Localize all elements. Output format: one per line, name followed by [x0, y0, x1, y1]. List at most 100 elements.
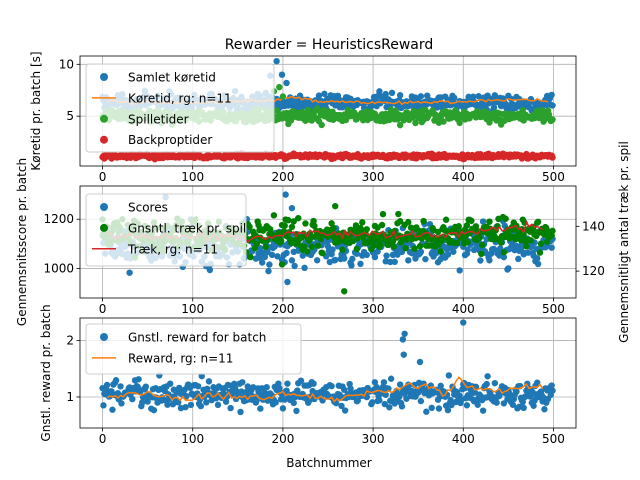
data-point: [129, 395, 136, 403]
data-point: [483, 380, 490, 388]
x-tick-label: 400: [452, 302, 475, 316]
x-tick-label: 200: [271, 432, 294, 446]
data-point: [405, 257, 412, 264]
data-point: [405, 218, 412, 226]
legend-marker: [100, 114, 108, 123]
data-point: [288, 257, 296, 264]
x-tick-label: 300: [362, 432, 385, 446]
data-point: [144, 398, 151, 405]
data-point: [276, 83, 283, 91]
y-tick-label: 1200: [43, 212, 74, 226]
x-tick-label: 400: [452, 170, 475, 184]
x-tick-label: 400: [452, 432, 475, 446]
data-point: [479, 407, 487, 414]
data-point: [205, 378, 213, 385]
data-point: [354, 397, 361, 404]
data-point: [428, 404, 435, 412]
data-point: [520, 231, 527, 239]
data-point: [509, 401, 517, 408]
data-point: [256, 254, 263, 261]
data-point: [253, 240, 260, 247]
data-point: [440, 118, 447, 125]
data-point: [390, 243, 398, 250]
data-point: [464, 239, 471, 246]
legend-label: Reward, rg: n=11: [128, 351, 233, 365]
legend-label: Spilletider: [128, 112, 189, 126]
data-point: [100, 402, 107, 409]
data-point: [118, 400, 125, 407]
y-tick-label: 2: [66, 334, 74, 348]
axes-frame: [79, 55, 577, 167]
data-point: [445, 372, 453, 379]
data-point: [341, 288, 348, 295]
plot-area: [99, 319, 556, 416]
legend-marker: [100, 135, 108, 144]
data-point: [139, 399, 146, 406]
x-tick-label: 0: [99, 432, 107, 446]
data-point: [479, 241, 486, 249]
data-point: [341, 255, 348, 262]
data-point: [456, 267, 463, 274]
data-point: [386, 404, 393, 411]
data-point: [310, 380, 317, 387]
data-point: [263, 384, 270, 391]
legend-marker: [100, 203, 108, 211]
data-point: [353, 245, 361, 253]
data-point: [453, 239, 461, 247]
data-point: [424, 92, 431, 99]
data-point: [497, 239, 505, 246]
data-point: [486, 257, 493, 264]
data-point: [515, 255, 522, 263]
data-point: [505, 265, 512, 272]
data-point: [258, 259, 266, 266]
x-tick-label: 500: [542, 302, 565, 316]
data-point: [135, 376, 142, 383]
legend-marker: [100, 333, 108, 341]
data-point: [290, 218, 297, 225]
data-point: [214, 401, 222, 409]
data-point: [534, 379, 541, 386]
data-point: [380, 379, 388, 386]
data-point: [206, 266, 214, 274]
y-tick-label: 10: [59, 57, 74, 71]
data-point: [357, 260, 364, 268]
data-point: [463, 222, 471, 229]
data-point: [349, 255, 356, 263]
data-point: [291, 262, 298, 270]
data-point: [381, 400, 389, 408]
data-point: [304, 248, 311, 255]
data-point: [527, 237, 535, 244]
data-point: [451, 94, 458, 102]
data-point: [272, 399, 279, 406]
data-point: [282, 191, 289, 198]
data-point: [478, 250, 485, 258]
data-point: [341, 386, 348, 393]
data-point: [534, 260, 542, 268]
data-point: [176, 384, 183, 392]
data-point: [304, 106, 312, 114]
data-point: [396, 218, 404, 225]
data-point: [522, 393, 529, 400]
data-point: [456, 119, 463, 127]
data-point: [278, 261, 286, 268]
x-tick-label: 100: [181, 432, 204, 446]
data-point: [472, 223, 480, 230]
data-point: [395, 210, 402, 218]
data-point: [543, 101, 550, 109]
data-point: [416, 358, 424, 366]
data-point: [371, 379, 379, 386]
data-point: [187, 401, 195, 409]
x-tick-label: 300: [362, 170, 385, 184]
x-tick-label: 500: [542, 432, 565, 446]
data-point: [319, 249, 326, 257]
data-point: [385, 385, 392, 392]
data-point: [237, 408, 244, 416]
data-point: [347, 385, 354, 392]
data-point: [417, 397, 425, 405]
data-point: [203, 399, 210, 406]
data-point: [463, 402, 471, 409]
data-point: [150, 406, 158, 414]
data-point: [321, 90, 328, 98]
data-point: [396, 121, 404, 129]
